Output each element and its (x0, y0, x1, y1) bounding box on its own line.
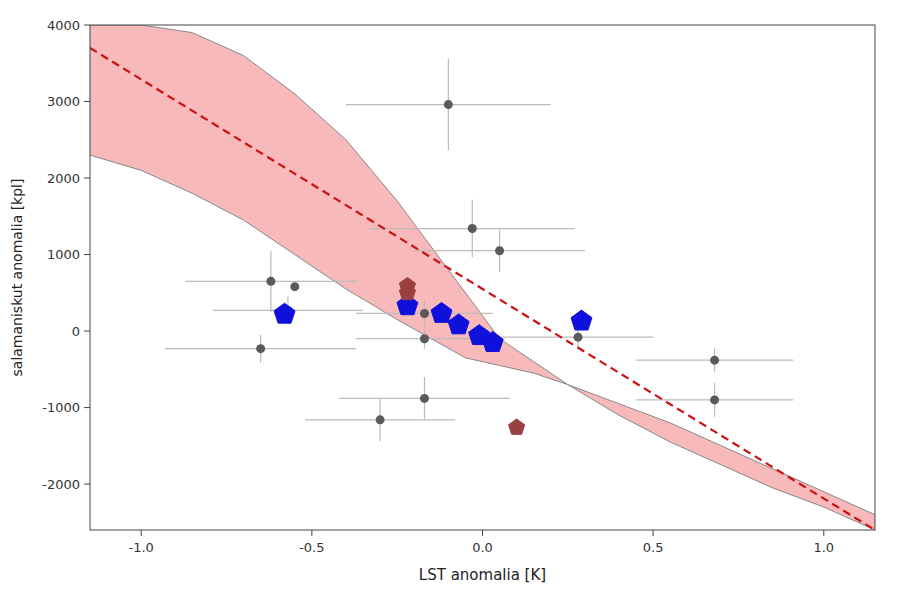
dot-point (710, 356, 719, 365)
band-upper-edge (90, 25, 875, 530)
y-tick-label: 0 (72, 324, 80, 339)
dot-point (495, 246, 504, 255)
chart: -1.0 -0.5 0.0 0.5 1.0 -2000 -1000 0 1000 2000 3000… (0, 0, 900, 600)
dot-point (710, 395, 719, 404)
x-tick (141, 530, 142, 536)
y-tick-label: 1000 (47, 247, 80, 262)
dot-point (420, 309, 429, 318)
series-area (90, 25, 875, 530)
pentagon-point (482, 332, 503, 352)
plot-frame (90, 25, 875, 530)
y-tick (84, 407, 90, 408)
y-tick (84, 254, 90, 255)
y-tick (84, 331, 90, 332)
y-axis-label: salamaniskut anomalia [kpl] (9, 179, 25, 377)
dot-point (256, 344, 265, 353)
x-tick-label: 0.5 (643, 540, 664, 555)
y-tick-label: 2000 (47, 171, 80, 186)
x-tick (482, 530, 483, 536)
x-tick-label: 1.0 (813, 540, 834, 555)
dot-point (266, 277, 275, 286)
dot-point (376, 415, 385, 424)
x-tick (823, 530, 824, 536)
dot-point (444, 100, 453, 109)
x-tick-label: -1.0 (129, 540, 154, 555)
dot-point (420, 334, 429, 343)
series-line (90, 48, 875, 530)
dot-point (290, 282, 299, 291)
dot-point (574, 333, 583, 342)
y-tick (84, 484, 90, 485)
x-tick-label: 0.0 (472, 540, 493, 555)
y-tick-label: -1000 (42, 400, 80, 415)
y-tick (84, 101, 90, 102)
plot-area (90, 25, 875, 530)
x-axis-label: LST anomalia [K] (419, 566, 546, 584)
regression-line (90, 48, 875, 530)
y-tick-label: 4000 (47, 18, 80, 33)
pentagon-point (431, 302, 452, 322)
series-scatter (399, 277, 524, 434)
plot-background (90, 25, 875, 530)
dot-point (468, 224, 477, 233)
series-scatter (274, 295, 592, 352)
x-tick (653, 530, 654, 536)
pentagon-point (274, 303, 295, 323)
x-tick-label: -0.5 (299, 540, 324, 555)
y-tick-label: -2000 (42, 477, 80, 492)
pentagon-point (509, 419, 525, 434)
y-tick (84, 25, 90, 26)
pentagon-point (571, 310, 592, 330)
series-scatter (165, 59, 793, 442)
band-lower-edge (90, 155, 875, 515)
y-tick-label: 3000 (47, 94, 80, 109)
y-tick (84, 178, 90, 179)
dot-point (420, 394, 429, 403)
pentagon-point (399, 284, 415, 299)
pentagon-point (448, 314, 469, 334)
confidence-band (90, 25, 875, 530)
x-tick (311, 530, 312, 536)
